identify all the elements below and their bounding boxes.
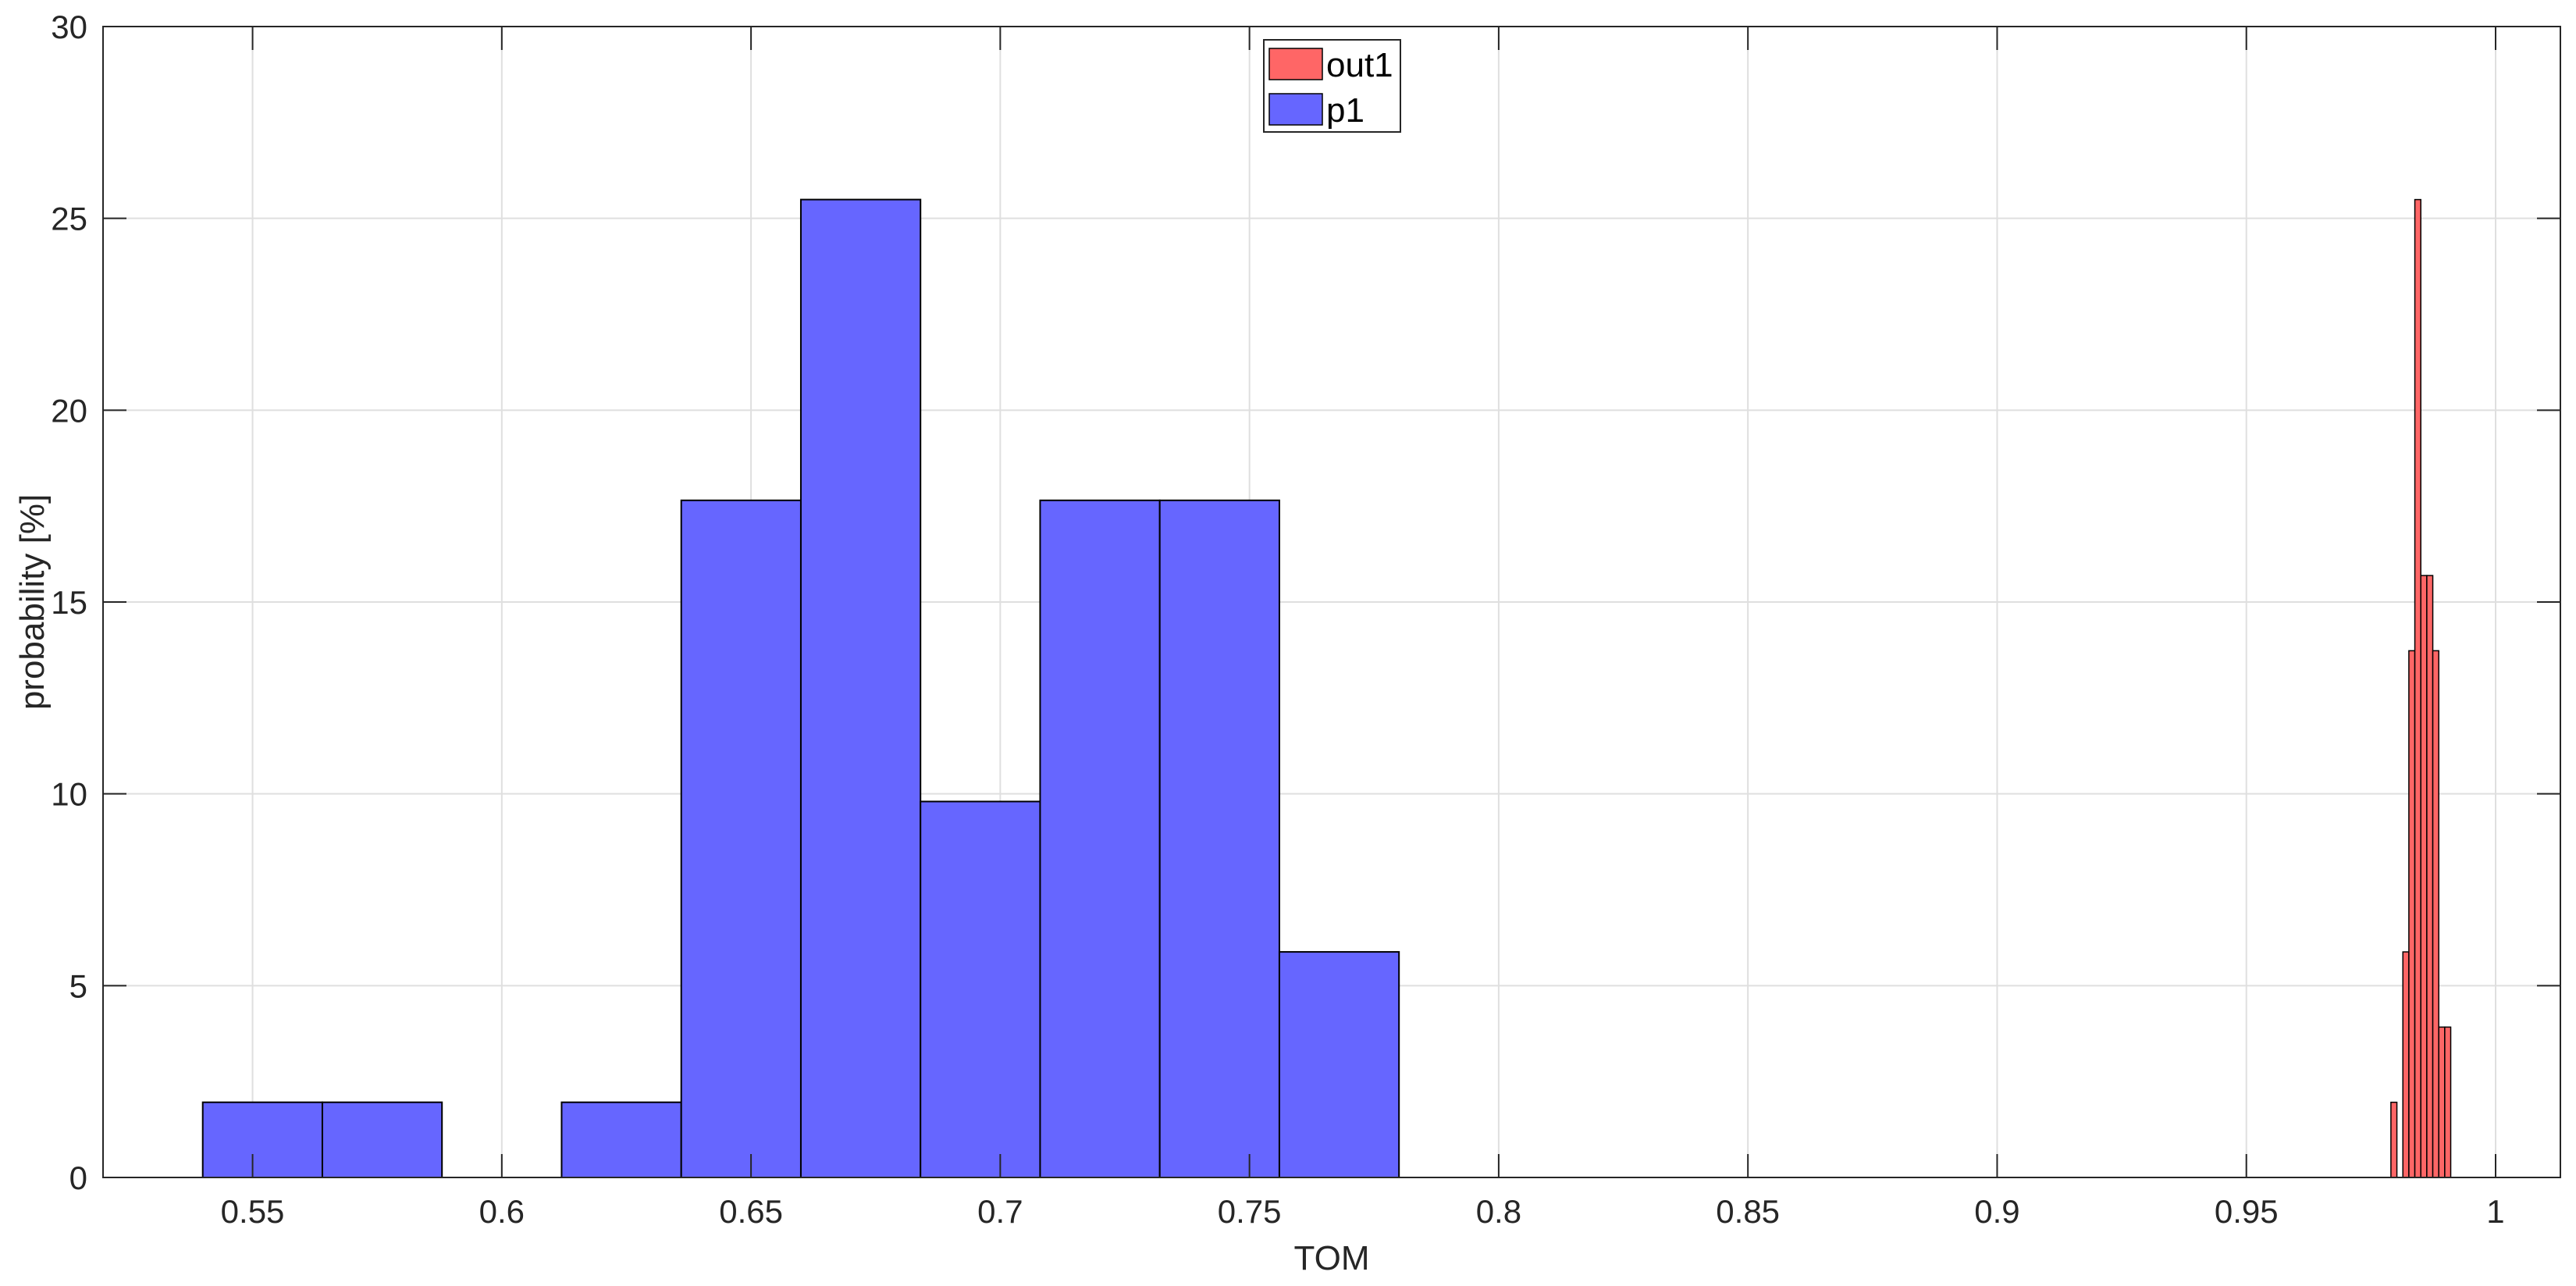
x-tick-label: 0.55 [221, 1193, 285, 1230]
x-tick-label: 1 [2486, 1193, 2504, 1230]
legend-swatch-p1 [1268, 93, 1323, 126]
x-tick-label: 0.6 [479, 1193, 525, 1230]
x-tick-label: 0.7 [977, 1193, 1023, 1230]
bar-out1 [2402, 951, 2410, 1178]
x-tick-label: 0.85 [1716, 1193, 1780, 1230]
x-tick-label: 0.95 [2215, 1193, 2279, 1230]
histogram-bars [201, 198, 2452, 1179]
bar-p1 [1039, 499, 1161, 1178]
bar-p1 [1158, 499, 1280, 1178]
y-tick-label: 0 [69, 1160, 87, 1196]
bar-p1 [1278, 951, 1400, 1178]
bar-p1 [201, 1101, 323, 1178]
bar-out1 [2390, 1101, 2398, 1178]
bar-p1 [321, 1101, 443, 1178]
bar-p1 [560, 1101, 682, 1178]
x-axis-label: TOM [1294, 1239, 1370, 1277]
bar-out1 [2432, 650, 2439, 1178]
x-tick-labels: 0.55 0.6 0.65 0.7 0.75 0.8 0.85 0.9 0.95 1 [221, 1193, 2505, 1230]
y-tick-labels: 0 5 10 15 20 25 30 [51, 9, 87, 1196]
bar-p1 [920, 800, 1041, 1178]
legend-label-p1: p1 [1326, 91, 1364, 130]
y-tick-label: 10 [51, 776, 87, 813]
bar-out1 [2444, 1026, 2452, 1178]
bar-out1 [2420, 575, 2428, 1178]
x-tick-label: 0.65 [719, 1193, 783, 1230]
legend[interactable]: out1 p1 [1263, 39, 1401, 133]
y-axis-label: probability [%] [13, 494, 52, 710]
bar-out1 [2414, 198, 2421, 1178]
bar-out1 [2438, 1026, 2446, 1178]
bar-out1 [2408, 650, 2416, 1178]
legend-swatch-out1 [1268, 48, 1323, 80]
axis-ticks [103, 26, 2560, 1178]
y-tick-label: 15 [51, 584, 87, 621]
x-tick-label: 0.75 [1218, 1193, 1282, 1230]
y-tick-label: 25 [51, 201, 87, 237]
x-tick-label: 0.8 [1476, 1193, 1521, 1230]
y-tick-label: 20 [51, 392, 87, 429]
y-tick-label: 30 [51, 9, 87, 45]
y-tick-label: 5 [69, 967, 87, 1004]
x-tick-label: 0.9 [1974, 1193, 2019, 1230]
legend-label-out1: out1 [1326, 46, 1393, 84]
bar-p1 [799, 198, 922, 1179]
bar-out1 [2426, 575, 2434, 1178]
bar-p1 [680, 499, 802, 1178]
